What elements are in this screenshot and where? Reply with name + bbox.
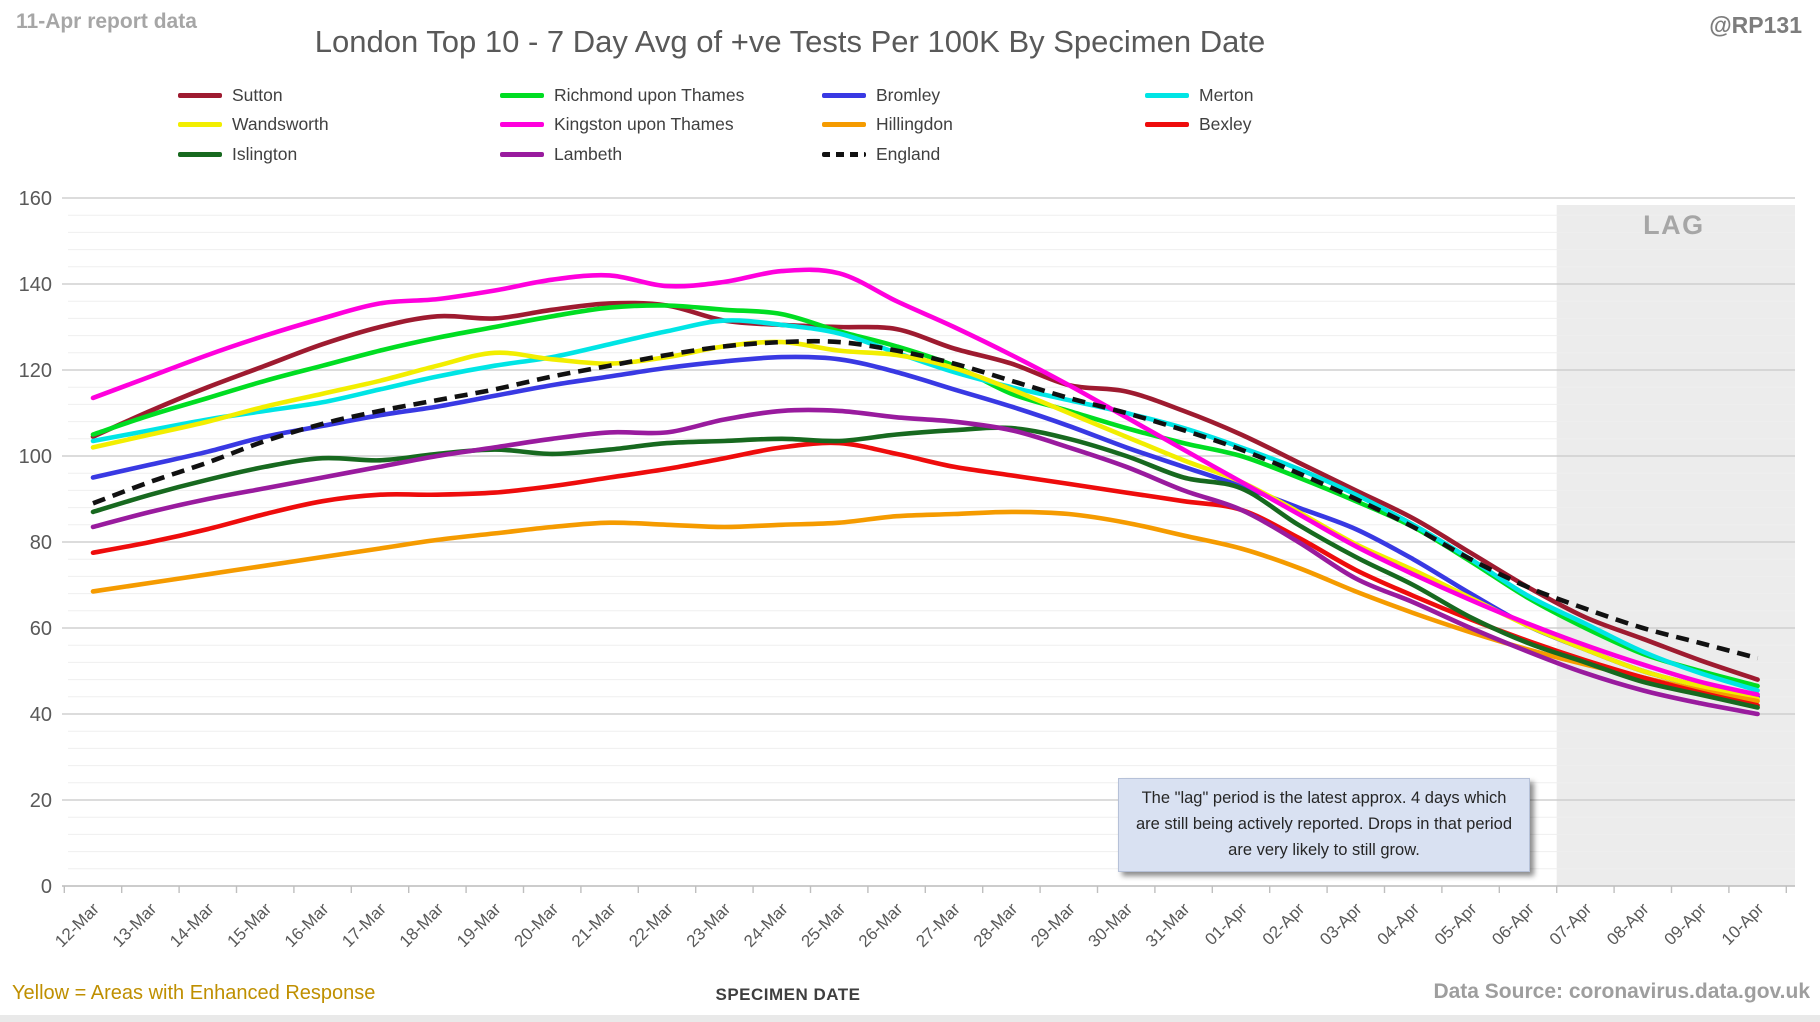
x-axis-tick-label: 08-Apr — [1603, 899, 1653, 949]
y-axis-tick-label: 120 — [19, 360, 52, 382]
x-axis-tick-label: 22-Mar — [625, 899, 677, 951]
x-axis-tick-label: 12-Mar — [51, 899, 103, 951]
x-axis-tick-label: 13-Mar — [109, 899, 161, 951]
x-axis-tick-label: 24-Mar — [740, 899, 792, 951]
lag-label: LAG — [1643, 210, 1705, 240]
author-handle: @RP131 — [1709, 12, 1802, 38]
series-line-bromley — [90, 354, 1760, 700]
x-axis-tick-label: 20-Mar — [511, 899, 563, 951]
series-line-lambeth — [90, 407, 1760, 717]
x-axis-tick-label: 04-Apr — [1374, 899, 1424, 949]
y-axis-tick-label: 0 — [41, 876, 52, 898]
x-axis-tick-label: 14-Mar — [166, 899, 218, 951]
y-axis-tick-label: 140 — [19, 274, 52, 296]
x-axis-tick-label: 27-Mar — [912, 899, 964, 951]
enhanced-response-note: Yellow = Areas with Enhanced Response — [12, 982, 376, 1004]
x-axis-tick-label: 21-Mar — [568, 899, 620, 951]
series-line-kingston-upon-thames — [90, 267, 1760, 697]
series-line-hillingdon — [90, 509, 1760, 704]
x-axis-title: SPECIMEN DATE — [715, 985, 861, 1004]
x-axis-tick-label: 07-Apr — [1546, 899, 1596, 949]
report-date-note: 11-Apr report data — [16, 10, 197, 33]
y-axis-tick-label: 40 — [30, 704, 52, 726]
y-axis-tick-label: 80 — [30, 532, 52, 554]
x-axis-tick-label: 03-Apr — [1316, 899, 1366, 949]
series-line-islington — [90, 425, 1760, 710]
y-axis-tick-label: 100 — [19, 446, 52, 468]
x-axis-tick-label: 16-Mar — [281, 899, 333, 951]
series-line-sutton — [90, 300, 1760, 682]
data-source-credit: Data Source: coronavirus.data.gov.uk — [1433, 980, 1810, 1003]
x-axis-tick-label: 10-Apr — [1718, 899, 1768, 949]
x-axis-tick-label: 01-Apr — [1201, 899, 1251, 949]
x-axis-tick-label: 09-Apr — [1661, 899, 1711, 949]
x-axis-tick-label: 05-Apr — [1431, 899, 1481, 949]
x-axis-tick-label: 30-Mar — [1085, 899, 1137, 951]
y-axis-tick-label: 160 — [19, 188, 52, 210]
series-line-england — [92, 338, 1759, 661]
lag-annotation-box: The "lag" period is the latest approx. 4… — [1118, 778, 1530, 872]
x-axis-tick-label: 25-Mar — [798, 899, 850, 951]
x-axis-tick-label: 28-Mar — [970, 899, 1022, 951]
x-axis-tick-label: 23-Mar — [683, 899, 735, 951]
x-axis-tick-label: 17-Mar — [338, 899, 390, 951]
x-axis-tick-label: 02-Apr — [1259, 899, 1309, 949]
page-title: London Top 10 - 7 Day Avg of +ve Tests P… — [314, 24, 1266, 59]
x-axis-tick-label: 29-Mar — [1027, 899, 1079, 951]
x-axis-tick-label: 19-Mar — [453, 899, 505, 951]
y-axis-tick-label: 20 — [30, 790, 52, 812]
x-axis-tick-label: 18-Mar — [396, 899, 448, 951]
bottom-divider — [0, 1015, 1820, 1022]
series-line-merton — [90, 318, 1760, 693]
x-axis-tick-label: 06-Apr — [1488, 899, 1538, 949]
x-axis-tick-label: 31-Mar — [1142, 899, 1194, 951]
lag-region — [1556, 205, 1795, 886]
x-axis-tick-label: 26-Mar — [855, 899, 907, 951]
y-axis-tick-label: 60 — [30, 618, 52, 640]
x-axis-tick-label: 15-Mar — [224, 899, 276, 951]
